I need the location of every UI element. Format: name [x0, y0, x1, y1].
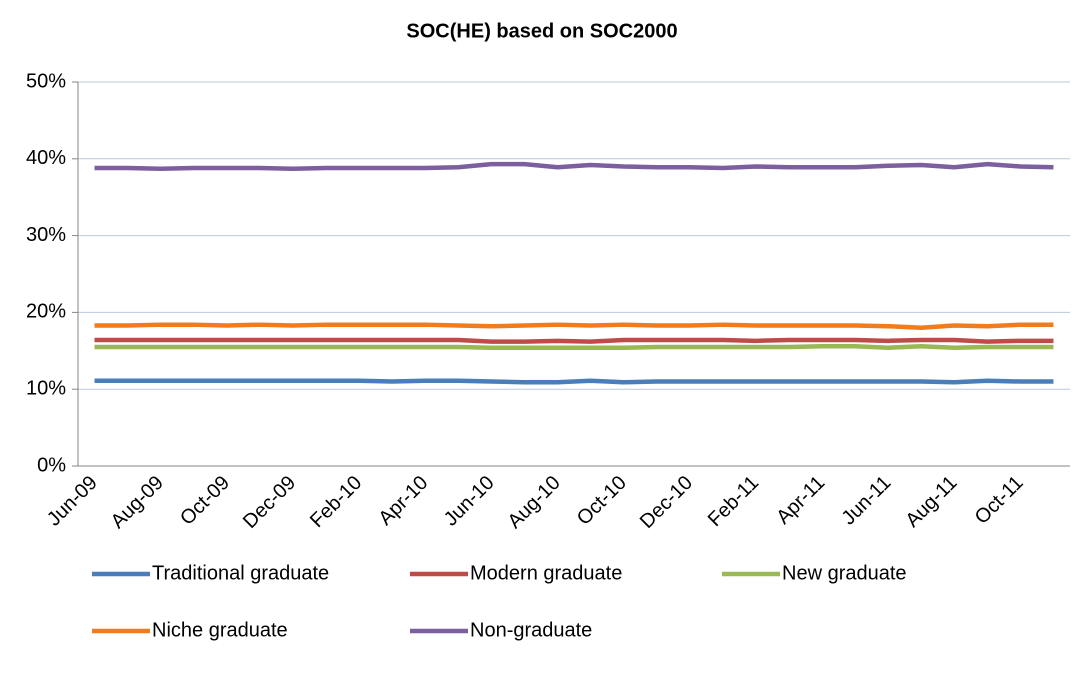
x-tick-label: Oct-10 [573, 472, 631, 530]
series-line [94, 378, 1054, 385]
x-tick-label: Dec-09 [239, 472, 300, 533]
x-tick-label: Oct-09 [176, 472, 234, 530]
x-tick-label: Aug-11 [901, 472, 961, 532]
legend-label: Modern graduate [470, 562, 622, 584]
y-tick-label: 20% [26, 301, 66, 323]
y-tick-label: 10% [26, 377, 66, 399]
series-line [94, 337, 1054, 344]
series-line [94, 343, 1054, 350]
y-tick-label: 30% [26, 224, 66, 246]
legend-label: Traditional graduate [152, 562, 329, 584]
x-tick-label: Jun-10 [440, 472, 499, 531]
x-tick-label: Oct-11 [971, 472, 1028, 529]
y-tick-label: 40% [26, 147, 66, 169]
x-tick-label: Aug-10 [504, 472, 565, 533]
y-tick-label: 0% [37, 454, 66, 476]
y-tick-label: 50% [26, 70, 66, 92]
series-line [94, 161, 1054, 172]
chart-title: SOC(HE) based on SOC2000 [406, 20, 677, 42]
x-tick-label: Apr-10 [374, 472, 432, 530]
x-tick-label: Apr-11 [772, 472, 829, 529]
legend-label: New graduate [782, 562, 907, 584]
x-tick-label: Aug-09 [107, 472, 168, 533]
legend-label: Non-graduate [470, 619, 592, 641]
x-tick-label: Feb-10 [306, 472, 366, 532]
series-line [94, 322, 1054, 331]
x-tick-label: Jun-11 [838, 472, 896, 530]
x-tick-label: Feb-11 [704, 472, 763, 531]
legend-label: Niche graduate [152, 619, 288, 641]
x-tick-label: Dec-10 [636, 472, 697, 533]
x-tick-label: Jun-09 [43, 472, 102, 531]
